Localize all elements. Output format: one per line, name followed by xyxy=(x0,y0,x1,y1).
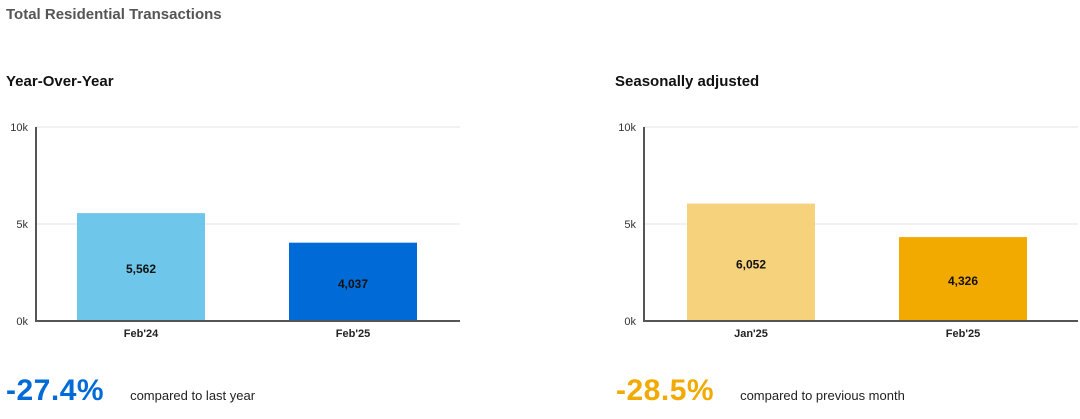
bar xyxy=(899,237,1027,321)
page-title: Total Residential Transactions xyxy=(6,6,222,23)
yoy-change-value: -27.4% xyxy=(6,374,105,407)
seasonal-comparison-text: compared to previous month xyxy=(740,388,905,403)
seasonal-bar-chart: 0k 5k 10k 6,052 Jan'25 4,326 Feb'25 xyxy=(618,122,1078,340)
y-tick-label: 10k xyxy=(618,122,636,134)
x-category-label: Feb'25 xyxy=(946,328,980,340)
bar-value-label: 4,326 xyxy=(948,274,978,288)
seasonal-panel: Seasonally adjusted 0k 5k 10k 6,052 Jan'25 4,… xyxy=(608,0,1080,419)
x-category-label: Feb'24 xyxy=(124,328,159,340)
y-tick-label: 5k xyxy=(624,219,636,231)
y-tick-label: 10k xyxy=(10,122,28,134)
bar-value-label: 5,562 xyxy=(126,262,156,276)
seasonal-summary: -28.5% compared to previous month xyxy=(616,374,905,408)
bar-value-label: 4,037 xyxy=(338,277,368,291)
x-category-label: Feb'25 xyxy=(336,328,370,340)
bar xyxy=(687,203,815,321)
yoy-panel: Year-Over-Year 0k 5k 10k 5,562 Feb'24 4,037 Fe… xyxy=(0,0,480,419)
yoy-summary: -27.4% compared to last year xyxy=(6,374,255,408)
bar xyxy=(289,242,417,321)
y-tick-label: 5k xyxy=(16,219,28,231)
seasonal-chart-title: Seasonally adjusted xyxy=(615,73,760,90)
bar xyxy=(77,213,205,321)
yoy-chart-title: Year-Over-Year xyxy=(6,73,114,90)
seasonal-change-value: -28.5% xyxy=(616,374,715,407)
bar-value-label: 6,052 xyxy=(736,257,766,271)
y-tick-label: 0k xyxy=(16,316,28,328)
y-tick-label: 0k xyxy=(624,316,636,328)
yoy-bar-chart: 0k 5k 10k 5,562 Feb'24 4,037 Feb'25 xyxy=(10,122,460,340)
yoy-comparison-text: compared to last year xyxy=(130,388,256,403)
x-category-label: Jan'25 xyxy=(734,328,768,340)
